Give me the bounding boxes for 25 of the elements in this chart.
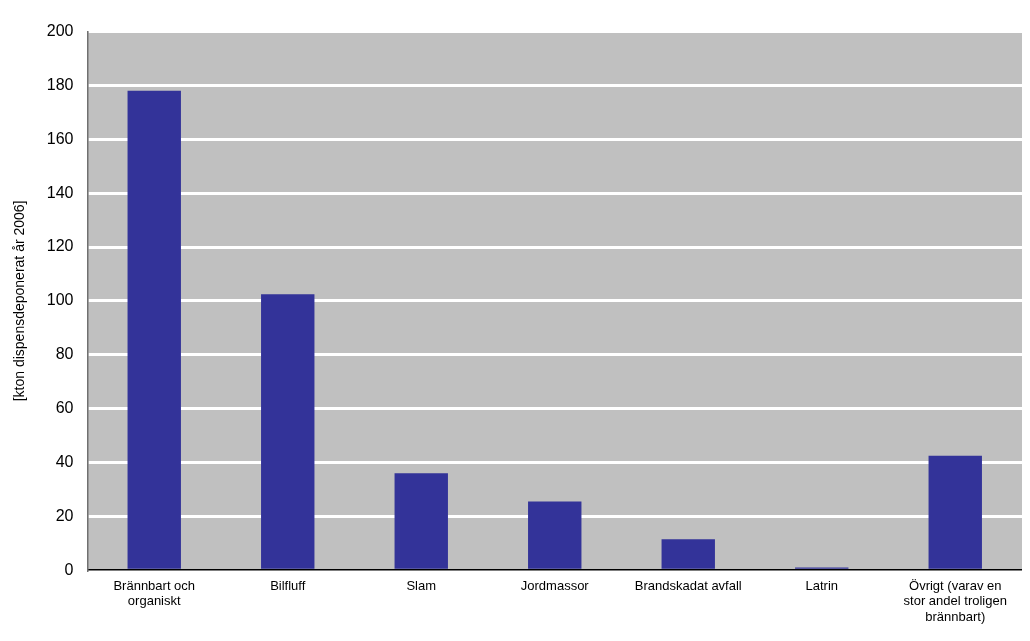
y-tick-label: 0 [64, 560, 74, 578]
y-tick-label: 60 [55, 399, 74, 417]
y-tick-label: 140 [46, 183, 74, 201]
y-tick-label: 40 [55, 452, 74, 470]
y-tick-label: 100 [46, 291, 74, 309]
y-tick-label: 160 [46, 129, 74, 147]
bar [661, 539, 715, 569]
bar [127, 90, 181, 569]
bar [261, 294, 315, 569]
x-tick-label: Övrigt (varav en stor andel troligen brännbart) [903, 577, 1007, 624]
x-tick-label: Jordmassor [520, 577, 590, 593]
bar [394, 473, 448, 569]
y-tick-label: 80 [55, 345, 74, 363]
y-axis-title: [kton dispensdeponerat år 2006] [11, 200, 28, 402]
x-tick-label: Slam [406, 577, 437, 593]
x-tick-label: Bilfluff [270, 577, 306, 593]
x-tick-label: Latrin [805, 577, 839, 593]
y-tick-label: 120 [46, 237, 74, 255]
y-tick-label: 180 [46, 75, 74, 93]
bar [928, 455, 982, 569]
x-tick-label: Brännbart och organiskt [113, 577, 196, 609]
bar [528, 501, 582, 569]
x-tick-label: Brandskadat avfall [634, 577, 742, 593]
y-tick-label: 200 [46, 22, 74, 40]
y-tick-label: 20 [55, 506, 74, 524]
